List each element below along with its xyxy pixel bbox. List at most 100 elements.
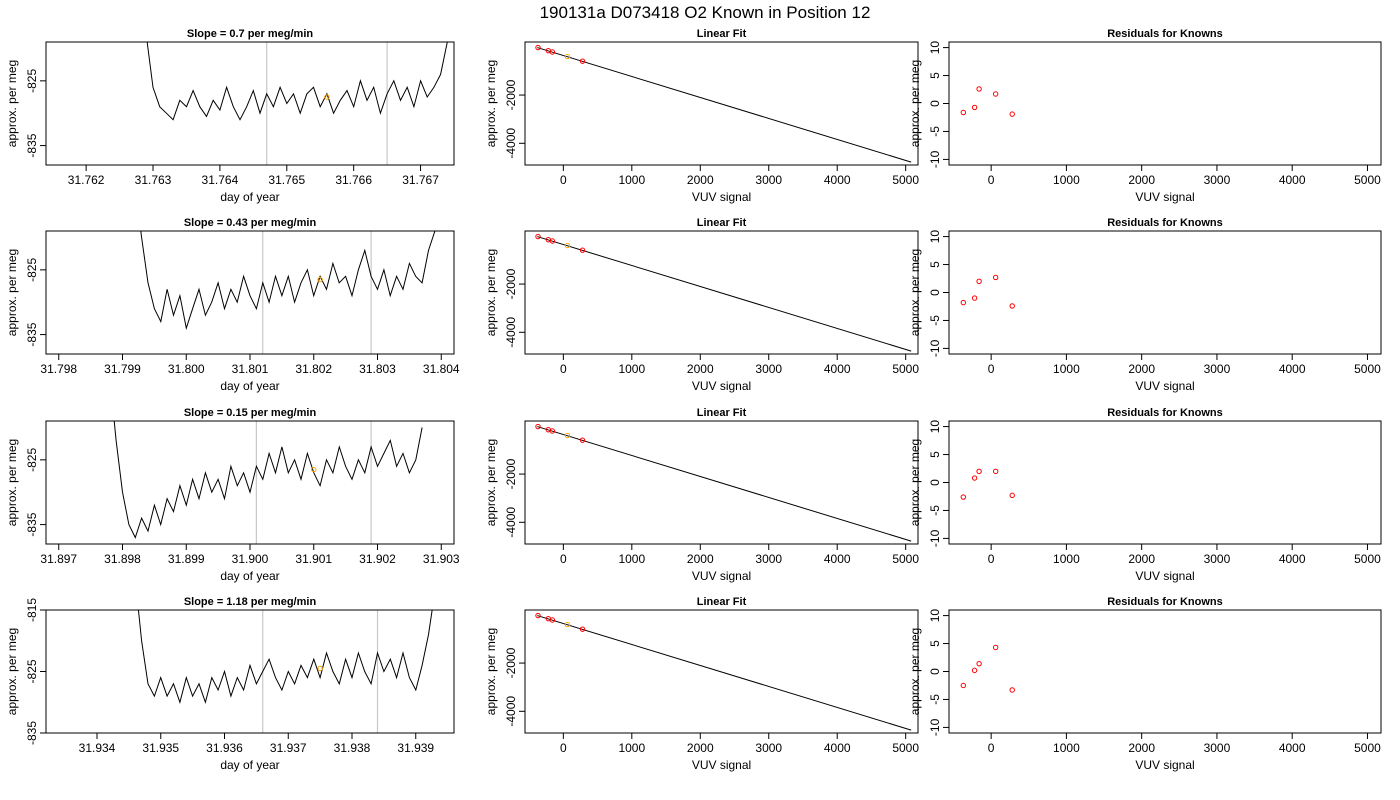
panel-frame <box>948 420 1382 545</box>
y-tick-label: -5 <box>928 315 942 326</box>
y-tick-label: -835 <box>25 512 39 536</box>
data-point <box>992 91 999 97</box>
x-tick-label: 31.799 <box>104 362 141 376</box>
x-tick-label: 4000 <box>824 173 851 187</box>
highlight-point <box>324 94 330 100</box>
x-tick-label: 31.934 <box>79 741 116 755</box>
x-tick-label: 31.903 <box>423 552 460 566</box>
x-axis-label: day of year <box>220 379 279 393</box>
x-axis-label: day of year <box>220 758 279 772</box>
x-tick-label: 2000 <box>687 741 714 755</box>
x-tick-label: 2000 <box>687 173 714 187</box>
panel-residuals-2: Residuals for Knowns 0 1000 2000 3000 4000 500… <box>908 217 1382 393</box>
data-point <box>971 104 978 111</box>
y-tick-label: -5 <box>928 126 942 137</box>
y-tick-label: -2000 <box>504 458 518 489</box>
y-axis-label: approx. per meg <box>5 249 19 336</box>
x-tick-label: 3000 <box>755 362 782 376</box>
y-tick-label: -835 <box>25 721 39 745</box>
panel-fit-2: Linear Fit 0 1000 2000 3000 4000 5000 -2000 -400… <box>484 217 919 393</box>
y-tick-label: -10 <box>928 529 942 547</box>
data-point <box>535 44 541 51</box>
y-tick-label: 10 <box>928 420 942 434</box>
x-tick-label: 3000 <box>755 173 782 187</box>
y-axis-label: approx. per meg <box>908 628 922 715</box>
x-tick-label: 0 <box>560 362 567 376</box>
x-tick-label: 1000 <box>1053 741 1080 755</box>
x-tick-label: 31.800 <box>168 362 205 376</box>
highlight-point <box>311 466 317 473</box>
x-tick-label: 5000 <box>892 362 919 376</box>
panel-title: Linear Fit <box>697 596 747 608</box>
data-point <box>971 667 978 674</box>
panel-frame <box>524 609 919 734</box>
x-axis-label: VUV signal <box>1135 190 1194 204</box>
x-tick-label: 2000 <box>1128 362 1155 376</box>
panel-frame <box>45 230 455 355</box>
panel-timeseries-3: Slope = 0.15 per meg/min 31.897 31.898 31.8… <box>5 407 460 583</box>
data-point <box>992 644 999 651</box>
data-point <box>564 242 571 249</box>
y-axis-label: approx. per meg <box>5 60 19 147</box>
y-tick-label: -825 <box>25 258 39 282</box>
panel-title: Residuals for Knowns <box>1107 407 1223 419</box>
fit-line <box>537 47 912 163</box>
y-axis-label: approx. per meg <box>908 60 922 147</box>
series-line <box>137 610 433 705</box>
panel-title: Slope = 0.15 per meg/min <box>184 407 317 419</box>
x-tick-label: 31.900 <box>232 552 269 566</box>
y-tick-label: -5 <box>928 505 942 516</box>
x-tick-label: 0 <box>988 741 995 755</box>
panel-title: Linear Fit <box>697 28 747 40</box>
y-tick-label: 0 <box>928 668 942 675</box>
x-tick-label: 0 <box>560 173 567 187</box>
panel-frame <box>45 420 455 545</box>
data-point <box>960 299 966 306</box>
x-tick-label: 31.939 <box>397 741 434 755</box>
panel-fit-3: Linear Fit 0 1000 2000 3000 4000 5000 -2000 -400… <box>484 407 919 583</box>
panel-fit-1: Linear Fit 0 1000 2000 3000 4000 5000 -2000 -400… <box>484 28 919 204</box>
data-point <box>535 423 541 430</box>
y-tick-label: -10 <box>928 339 942 357</box>
panel-frame <box>45 609 455 734</box>
x-axis-label: VUV signal <box>1135 758 1194 772</box>
data-point <box>564 432 571 439</box>
x-tick-label: 5000 <box>1354 741 1381 755</box>
y-axis-label: approx. per meg <box>908 439 922 526</box>
data-point <box>579 247 586 253</box>
x-tick-label: 1000 <box>1053 362 1080 376</box>
y-tick-label: -2000 <box>504 647 518 678</box>
y-tick-label: -825 <box>25 69 39 93</box>
x-axis-label: VUV signal <box>692 190 751 204</box>
x-tick-label: 1000 <box>618 741 645 755</box>
panel-fit-4: Linear Fit 0 1000 2000 3000 4000 5000 -2000 -400… <box>484 596 919 772</box>
x-tick-label: 31.766 <box>335 173 372 187</box>
data-point <box>535 612 541 619</box>
plot-area <box>960 468 1015 500</box>
fit-line <box>537 426 912 542</box>
x-tick-label: 31.901 <box>295 552 332 566</box>
data-point <box>579 58 586 64</box>
data-point <box>564 621 571 628</box>
x-tick-label: 2000 <box>687 552 714 566</box>
x-axis-label: VUV signal <box>692 379 751 393</box>
panel-timeseries-2: Slope = 0.43 per meg/min 31.798 31.799 31.8… <box>5 217 460 393</box>
panel-timeseries-1: Slope = 0.7 per meg/min 31.762 31.763 31.76… <box>5 28 455 204</box>
x-tick-label: 31.798 <box>40 362 77 376</box>
x-tick-label: 1000 <box>1053 173 1080 187</box>
y-tick-label: 10 <box>928 609 942 623</box>
x-tick-label: 5000 <box>892 173 919 187</box>
y-tick-label: -835 <box>25 133 39 157</box>
panel-title: Residuals for Knowns <box>1107 217 1223 229</box>
data-point <box>976 660 982 667</box>
x-tick-label: 0 <box>988 552 995 566</box>
x-tick-label: 31.802 <box>295 362 332 376</box>
plot-area <box>535 233 912 352</box>
y-tick-label: -825 <box>25 659 39 683</box>
x-tick-label: 5000 <box>1354 552 1381 566</box>
y-axis-label: approx. per meg <box>484 60 498 147</box>
x-tick-label: 31.936 <box>206 741 243 755</box>
y-tick-label: -4000 <box>504 128 518 159</box>
data-point <box>992 274 999 281</box>
